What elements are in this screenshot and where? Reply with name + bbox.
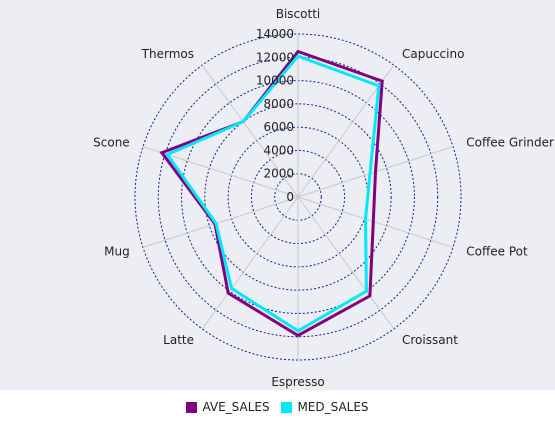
series-line-med-sales bbox=[165, 54, 381, 333]
category-label-latte: Latte bbox=[163, 333, 194, 347]
category-label-thermos: Thermos bbox=[141, 47, 194, 61]
spoke-coffee-pot bbox=[297, 196, 454, 248]
legend-item-ave-sales: AVE_SALES bbox=[186, 400, 270, 414]
legend-item-med-sales: MED_SALES bbox=[281, 400, 369, 414]
series-line-ave-sales bbox=[159, 49, 384, 338]
category-label-coffee-grinder: Coffee Grinder bbox=[466, 135, 554, 149]
tick-label-10000: 10000 bbox=[256, 74, 294, 88]
category-label-coffee-pot: Coffee Pot bbox=[466, 245, 528, 259]
legend-swatch-ave-sales bbox=[186, 401, 198, 413]
spoke-thermos bbox=[201, 64, 299, 198]
spoke-mug bbox=[142, 196, 299, 248]
tick-label-6000: 6000 bbox=[263, 120, 294, 134]
tick-label-4000: 4000 bbox=[263, 143, 294, 157]
category-label-croissant: Croissant bbox=[402, 333, 458, 347]
plot-background bbox=[0, 0, 555, 390]
legend-label-ave-sales: AVE_SALES bbox=[202, 400, 270, 414]
tick-label-14000: 14000 bbox=[256, 27, 294, 41]
tick-label-0: 0 bbox=[286, 190, 294, 204]
tick-label-8000: 8000 bbox=[263, 97, 294, 111]
category-label-scone: Scone bbox=[93, 135, 130, 149]
category-label-mug: Mug bbox=[104, 245, 130, 259]
category-label-biscotti: Biscotti bbox=[276, 7, 321, 21]
legend: AVE_SALES MED_SALES bbox=[0, 400, 555, 416]
legend-swatch-med-sales bbox=[281, 401, 293, 413]
grid-ring-8000 bbox=[204, 103, 392, 291]
tick-label-2000: 2000 bbox=[263, 167, 294, 181]
legend-label-med-sales: MED_SALES bbox=[297, 400, 369, 414]
spoke-latte bbox=[201, 196, 299, 330]
category-label-espresso: Espresso bbox=[271, 375, 324, 389]
labels: 0 2000 4000 6000 8000 10000 12000 14000 Biscotti… bbox=[93, 7, 554, 389]
grid-ring-12000 bbox=[157, 56, 439, 338]
tick-label-12000: 12000 bbox=[256, 50, 294, 64]
grid-ring-14000 bbox=[134, 33, 462, 361]
category-label-capuccino: Capuccino bbox=[402, 47, 464, 61]
series bbox=[159, 49, 384, 338]
spoke-croissant bbox=[297, 196, 395, 330]
